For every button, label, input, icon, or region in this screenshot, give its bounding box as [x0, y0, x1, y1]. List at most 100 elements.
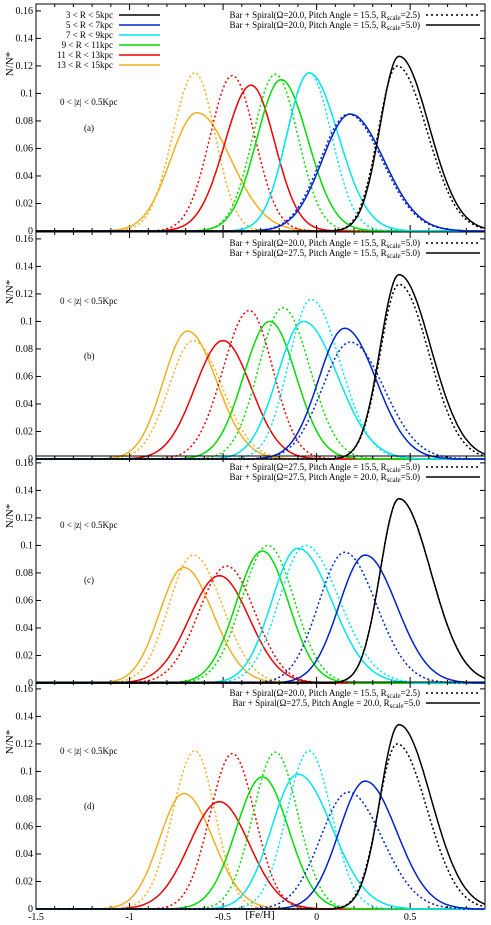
z-range-label: 0 < |z| < 0.5Kpc	[60, 520, 118, 530]
series-line-9-11-solid	[36, 550, 485, 684]
y-axis-title: N/N*	[4, 52, 16, 76]
panels-group: 0 0.02 0.04 0.06 0.08 0.1 0.12 0.14 0.16 N/N* 0 < …	[4, 3, 486, 923]
y-tick-label: 0.1	[21, 316, 34, 327]
y-tick-label: 0.12	[16, 739, 34, 750]
series-line-7-9-dotted	[36, 544, 485, 684]
series-line-5-7-dotted	[36, 551, 485, 684]
series-line-13-15-dotted	[36, 339, 485, 460]
panel-label: (d)	[84, 801, 95, 811]
series-line-7-9-dotted	[36, 298, 485, 460]
y-tick-label: 0.14	[16, 711, 34, 722]
y-tick-label: 0.14	[16, 33, 34, 44]
y-tick-label: 0.04	[16, 399, 34, 410]
y-tick-label: 0.08	[16, 344, 34, 355]
series-line-9-11-solid	[36, 776, 485, 910]
series-line-13-15-solid	[36, 330, 485, 460]
series-line-5-7-solid	[36, 780, 485, 910]
model-legend-text: Bar + Spiral(Ω=27.5, Pitch Angle = 20.0,…	[230, 472, 421, 484]
series-line-13-15-solid	[36, 111, 485, 232]
z-range-label: 0 < |z| < 0.5Kpc	[60, 97, 118, 107]
model-legend-text: Bar + Spiral(Ω=20.0, Pitch Angle = 15.5,…	[230, 20, 421, 32]
series-line-11-13-dotted	[36, 309, 485, 460]
series-line-7-9-solid	[36, 320, 485, 460]
y-tick-label: 0.06	[16, 143, 34, 154]
radius-legend-label: 5 < R < 7kpc	[66, 20, 113, 30]
x-tick-label: -0.5	[215, 912, 231, 923]
y-tick-label: 0.1	[21, 540, 34, 551]
y-tick-label: 0.12	[16, 513, 34, 524]
series-line-9-11-dotted	[36, 544, 485, 684]
series-line-13-15-solid	[36, 792, 485, 910]
y-tick-label: 0.14	[16, 261, 34, 272]
model-legend-text: Bar + Spiral(Ω=20.0, Pitch Angle = 15.5,…	[230, 10, 421, 22]
y-tick-label: 0.08	[16, 568, 34, 579]
series-line-7-9-solid	[36, 773, 485, 910]
model-legend-text: Bar + Spiral(Ω=27.5, Pitch Angle = 15.5,…	[230, 462, 421, 474]
y-tick-label: 0.02	[16, 876, 34, 887]
y-tick-label: 0.02	[16, 650, 34, 661]
y-axis-title: N/N*	[4, 504, 16, 528]
series-line-5-7-solid	[36, 327, 485, 460]
radius-legend-label: 9 < R < 11kpc	[62, 40, 113, 50]
series-line-11-13-dotted	[36, 565, 485, 684]
radius-legend-label: 11 < R < 13kpc	[57, 50, 113, 60]
model-legend-text: Bar + Spiral(Ω=20.0, Pitch Angle = 15.5,…	[230, 688, 421, 700]
series-line-11-13-solid	[36, 339, 485, 460]
y-tick-label: 0.04	[16, 623, 34, 634]
series-line-13-15-dotted	[36, 554, 485, 684]
y-tick-label: 0.12	[16, 289, 34, 300]
y-tick-label: 0.1	[21, 88, 34, 99]
model-legend-text: Bar + Spiral(Ω=27.5, Pitch Angle = 20.0,…	[233, 698, 421, 710]
y-tick-label: 0.16	[16, 684, 34, 695]
y-tick-label: 0.16	[16, 234, 34, 245]
plot-frame	[35, 455, 486, 684]
radius-legend-label: 3 < R < 5kpc	[66, 10, 113, 20]
panel-1: 0 0.02 0.04 0.06 0.08 0.1 0.12 0.14 0.16 N/N* 0 < …	[4, 3, 486, 237]
y-tick-label: 0.02	[16, 426, 34, 437]
y-tick-label: 0	[28, 904, 33, 915]
y-tick-label: 0.1	[21, 766, 34, 777]
panel-3: 0 0.02 0.04 0.06 0.08 0.1 0.12 0.14 0.16 N/N* 0 < …	[4, 455, 486, 689]
y-tick-label: 0.02	[16, 198, 34, 209]
series-line-5-7-dotted	[36, 113, 485, 232]
y-tick-label: 0.06	[16, 595, 34, 606]
x-axis-title: [Fe/H]	[245, 909, 274, 921]
y-tick-label: 0.12	[16, 61, 34, 72]
y-tick-label: 0.08	[16, 116, 34, 127]
y-tick-label: 0.06	[16, 821, 34, 832]
series-line-13-15-solid	[36, 566, 485, 684]
y-tick-label: 0	[28, 226, 33, 237]
panel-label: (b)	[84, 351, 95, 361]
y-tick-label: 0	[28, 678, 33, 689]
x-tick-label: 0.5	[404, 912, 417, 923]
panel-4: 0 0.02 0.04 0.06 0.08 0.1 0.12 0.14 0.16 -1.5 -1 -0…	[4, 681, 486, 923]
y-tick-label: 0.08	[16, 794, 34, 805]
series-line-3-5-dotted	[36, 283, 486, 460]
y-axis-title: N/N*	[4, 280, 16, 304]
series-line-5-7-dotted	[36, 791, 485, 910]
series-line-11-13-solid	[36, 574, 485, 684]
y-tick-label: 0.04	[16, 849, 34, 860]
series-line-5-7-solid	[36, 554, 485, 684]
x-tick-label: 0	[314, 912, 319, 923]
x-tick-label: -1	[125, 912, 133, 923]
z-range-label: 0 < |z| < 0.5Kpc	[60, 296, 118, 306]
series-line-13-15-dotted	[36, 750, 485, 910]
series-line-3-5-solid	[36, 55, 486, 232]
y-tick-label: 0.16	[16, 458, 34, 469]
y-axis-title: N/N*	[4, 730, 16, 754]
series-line-3-5-solid	[36, 723, 486, 910]
radius-legend-label: 7 < R < 9kpc	[66, 30, 113, 40]
plot-frame	[35, 681, 486, 910]
series-line-7-9-solid	[36, 547, 485, 684]
y-tick-label: 0.04	[16, 171, 34, 182]
series-line-5-7-solid	[36, 113, 485, 232]
model-legend-text: Bar + Spiral(Ω=27.5, Pitch Angle = 15.5,…	[230, 248, 421, 260]
radius-legend-label: 13 < R < 15kpc	[57, 60, 113, 70]
series-line-7-9-dotted	[36, 750, 485, 910]
series-line-3-5-dotted	[36, 65, 486, 232]
z-range-label: 0 < |z| < 0.5Kpc	[60, 746, 118, 756]
series-line-9-11-solid	[36, 320, 485, 460]
y-tick-label: 0.14	[16, 485, 34, 496]
